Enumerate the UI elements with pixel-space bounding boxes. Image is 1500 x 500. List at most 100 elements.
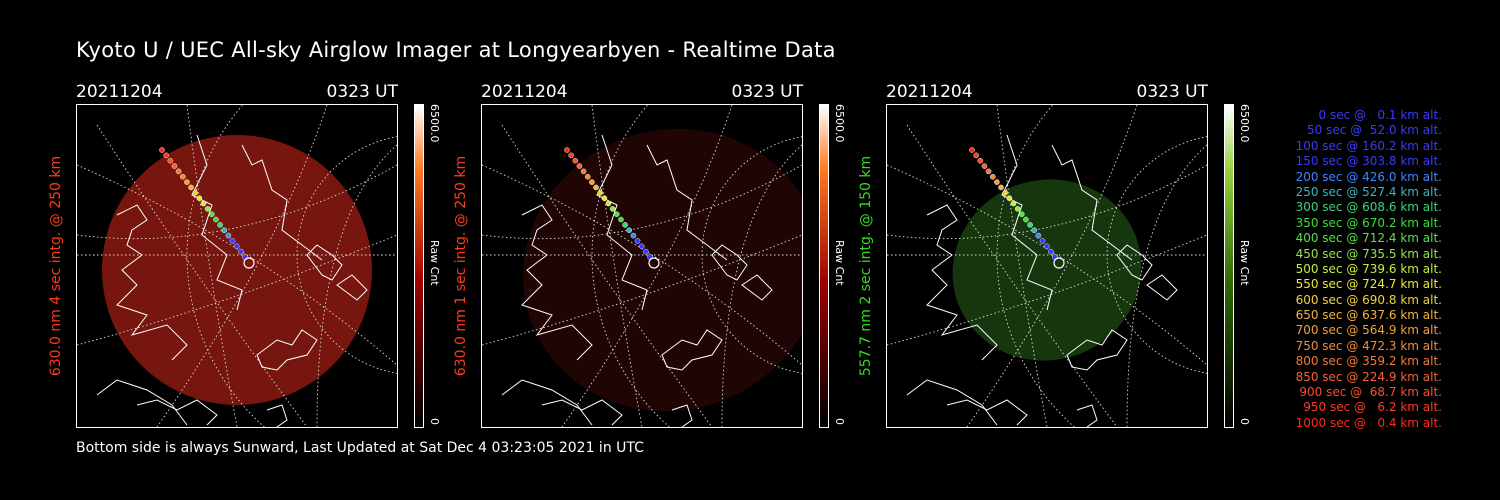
legend-entry: 650 sec @ 637.6 km alt. (1295, 308, 1442, 323)
colorbar-max-label: 6500.0 (833, 104, 846, 143)
panel-date: 20211204 (481, 82, 568, 102)
latlon-grid-line (721, 144, 802, 427)
trajectory-point (601, 195, 608, 201)
trajectory-point (584, 173, 591, 180)
coastline (306, 244, 343, 281)
footer-note: Bottom side is always Sunward, Last Upda… (76, 440, 644, 456)
coastline (116, 204, 188, 361)
panel-date: 20211204 (886, 82, 973, 102)
airglow-image (523, 128, 802, 412)
trajectory-point (221, 227, 228, 234)
colorbar-min-label: 0 (1238, 418, 1251, 425)
trajectory-point (981, 163, 988, 169)
trajectory-point (1018, 211, 1025, 217)
trajectory-point (200, 200, 207, 207)
coastline (1116, 244, 1153, 281)
legend-entry: 850 sec @ 224.9 km alt. (1295, 369, 1442, 384)
latlon-grid-line (77, 164, 397, 366)
coastline (906, 379, 998, 426)
trajectory-point (597, 190, 603, 196)
panel-time: 0323 UT (1136, 82, 1209, 102)
trajectory-point (188, 184, 194, 191)
page-title: Kyoto U / UEC All-sky Airglow Imager at … (76, 38, 836, 62)
coastline (1146, 274, 1178, 301)
coastline (266, 404, 288, 427)
trajectory-point (171, 163, 178, 169)
coastline (1076, 404, 1098, 427)
coastline (646, 144, 728, 261)
trajectory-point (593, 184, 599, 191)
allsky-map (886, 104, 1208, 428)
trajectory-point (225, 232, 232, 239)
latlon-grid-line (887, 164, 1207, 366)
coastline (596, 134, 648, 311)
coastline (541, 399, 623, 426)
coastline (671, 404, 693, 427)
coastline (96, 379, 188, 426)
station-marker (1053, 257, 1065, 269)
colorbar-unit-label: Raw Cnt (833, 240, 846, 286)
panel-side-label: 630.0 nm 1 sec intg. @ 250 km (453, 155, 469, 377)
colorbar-min-label: 0 (428, 418, 441, 425)
coastline (711, 244, 748, 281)
legend-entry: 400 sec @ 712.4 km alt. (1295, 231, 1442, 246)
trajectory-point (175, 168, 182, 175)
latlon-grid-line (77, 164, 397, 240)
trajectory-point (1043, 243, 1050, 250)
coastline (946, 399, 1028, 426)
trajectory-point (238, 248, 244, 255)
image-panel-557-2s: 20211204 0323 UT 557.7 nm 2 sec intg. @ … (858, 80, 1286, 430)
trajectory-point (213, 216, 219, 223)
latlon-grid-line (482, 164, 802, 240)
legend-entry: 450 sec @ 735.5 km alt. (1295, 246, 1442, 261)
trajectory-point (589, 179, 595, 185)
trajectory-point (626, 227, 633, 234)
colorbar (414, 104, 424, 428)
trajectory-point (1014, 206, 1021, 212)
colorbar (1224, 104, 1234, 428)
trajectory-legend: 0 sec @ 0.1 km alt. 50 sec @ 52.0 km alt.… (1256, 108, 1442, 431)
trajectory-point (576, 163, 583, 169)
coastline (926, 204, 998, 361)
allsky-map (76, 104, 398, 428)
trajectory-point (622, 222, 628, 228)
trajectory-point (564, 147, 570, 153)
colorbar-max-label: 6500.0 (428, 104, 441, 143)
trajectory-point (630, 232, 637, 239)
coastline (136, 399, 218, 426)
allsky-map (481, 104, 803, 428)
trajectory-point (1002, 190, 1008, 196)
legend-entry: 300 sec @ 608.6 km alt. (1295, 200, 1442, 215)
trajectory-point (167, 157, 174, 164)
latlon-grid-line (887, 164, 1207, 240)
legend-entry: 950 sec @ 6.2 km alt. (1303, 400, 1442, 415)
latlon-grid-line (1126, 144, 1207, 427)
panel-side-label: 557.7 nm 2 sec intg. @ 150 km (858, 155, 874, 377)
station-marker (243, 257, 255, 269)
trajectory-point (1010, 200, 1017, 207)
trajectory-point (973, 152, 979, 159)
airglow-image (102, 135, 372, 405)
coastline (336, 274, 368, 301)
trajectory-point (605, 200, 612, 207)
trajectory-point (1031, 227, 1038, 234)
legend-entry: 900 sec @ 68.7 km alt. (1299, 385, 1442, 400)
trajectory-point (609, 206, 616, 212)
trajectory-point (643, 248, 649, 255)
trajectory-point (580, 168, 587, 175)
trajectory-point (179, 173, 186, 180)
trajectory-point (634, 238, 641, 244)
trajectory-point (1035, 232, 1042, 239)
coastline (256, 329, 318, 371)
legend-entry: 1000 sec @ 0.4 km alt. (1295, 415, 1442, 430)
station-marker (648, 257, 660, 269)
latlon-grid-line (316, 144, 397, 427)
trajectory-point (159, 147, 165, 153)
panel-date: 20211204 (76, 82, 163, 102)
panel-time: 0323 UT (326, 82, 399, 102)
legend-entry: 500 sec @ 739.6 km alt. (1295, 261, 1442, 276)
colorbar (819, 104, 829, 428)
trajectory-point (568, 152, 574, 159)
trajectory-point (994, 179, 1000, 185)
coastline (1051, 144, 1133, 261)
